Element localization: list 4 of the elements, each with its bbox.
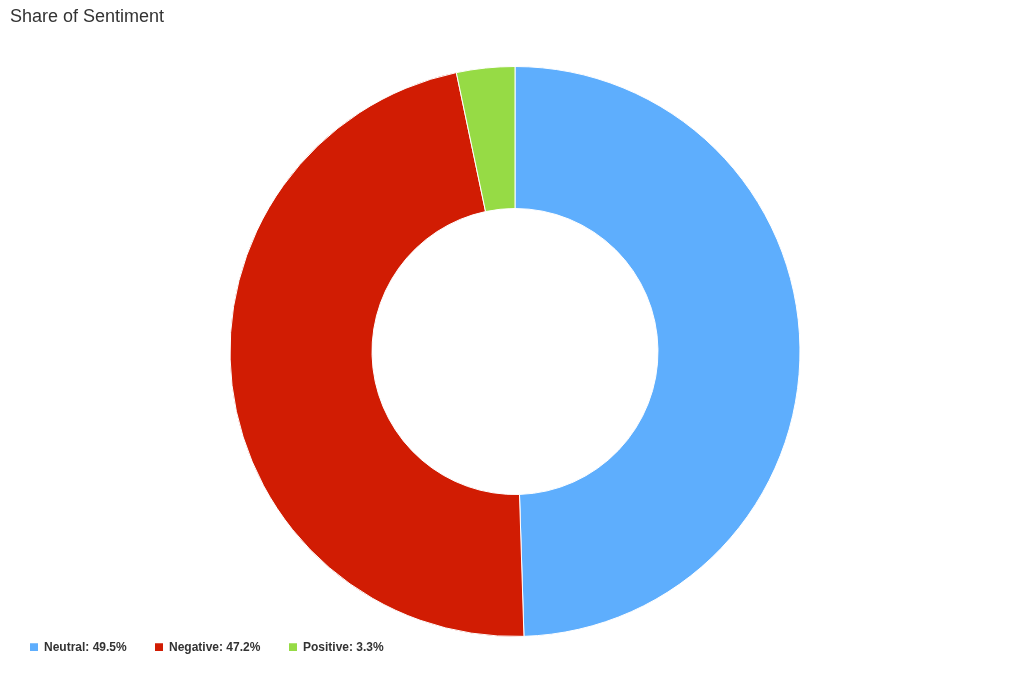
chart-title: Share of Sentiment <box>10 6 165 26</box>
legend-label: Negative: 47.2% <box>169 640 261 655</box>
legend-label: Positive: 3.3% <box>303 640 385 655</box>
legend-label: Neutral: 49.5% <box>44 640 128 655</box>
